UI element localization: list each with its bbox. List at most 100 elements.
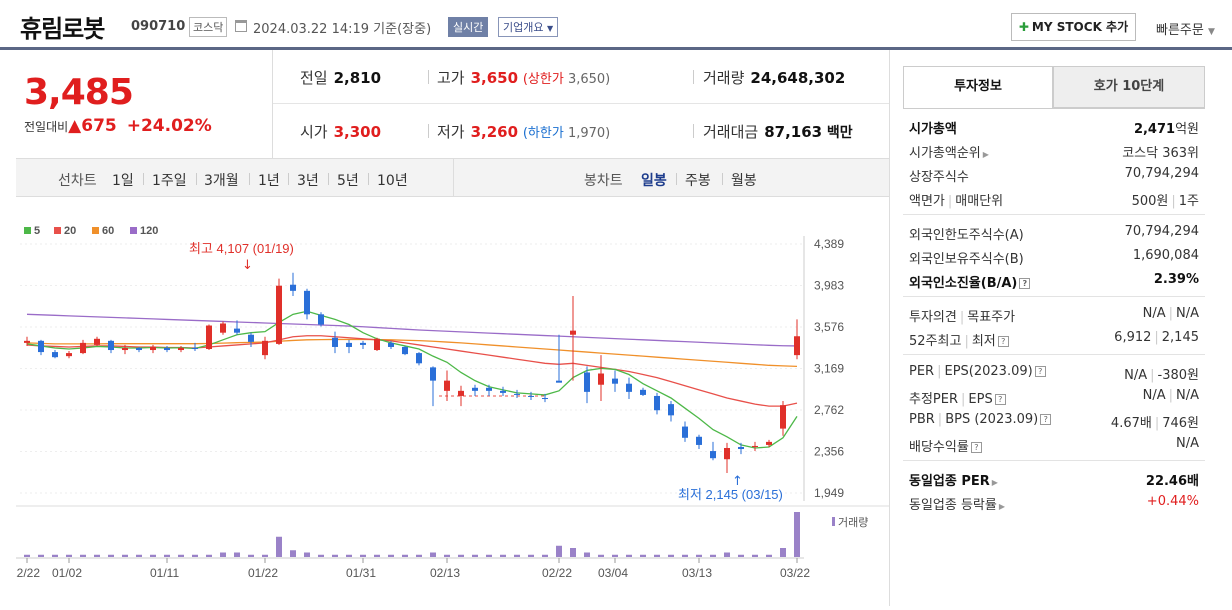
candle-body — [738, 446, 744, 450]
tab-hoga[interactable]: 호가 10단계 — [1053, 66, 1205, 108]
candle-body — [724, 447, 730, 460]
help-icon[interactable]: ? — [1034, 366, 1046, 377]
fast-order-button[interactable]: 빠른주문 ▼ — [1156, 23, 1215, 38]
candle-body — [52, 352, 58, 358]
ma-legend-swatch — [24, 227, 31, 234]
help-icon[interactable]: ? — [1019, 278, 1031, 289]
candle-body — [192, 347, 198, 350]
line-chart-label[interactable]: 선차트 — [58, 173, 97, 189]
candle-body — [24, 340, 30, 343]
tab-invest-info[interactable]: 투자정보 — [903, 66, 1053, 108]
info-row-sector-per[interactable]: 동일업종 PER ▶ 22.46배 — [909, 474, 1199, 489]
period-daily[interactable]: 일봉 — [641, 173, 667, 189]
period-1w[interactable]: 1주일 — [152, 173, 187, 189]
price-chart[interactable]: 4,389 3,983 3,576 3,169 2,762 2,356 1,949 5 20 60… — [10, 197, 889, 606]
candle-body — [360, 342, 366, 345]
period-weekly[interactable]: 주봉 — [685, 173, 711, 189]
help-icon[interactable]: ? — [997, 336, 1009, 347]
candle-body — [598, 373, 604, 385]
candle-body — [710, 451, 716, 459]
info-row-mcap-rank[interactable]: 시가총액순위 ▶ 코스닥 363위 — [909, 146, 1199, 161]
candlestick-chart[interactable]: 4,389 3,983 3,576 3,169 2,762 2,356 1,949 5 20 60… — [10, 197, 889, 606]
candle-body — [122, 347, 128, 351]
volume-bar — [108, 554, 114, 557]
info-row-par: 액면가 | 매매단위 500원 | 1주 — [909, 194, 1199, 209]
info-row-shares: 상장주식수 70,794,294 — [909, 166, 1199, 185]
price-box: 3,485 전일대비▲675 +24.02% — [16, 50, 273, 159]
volume-label: 거래량 — [838, 516, 868, 529]
volume-bar — [752, 554, 758, 557]
candle-chart-label[interactable]: 봉차트 — [584, 173, 623, 189]
realtime-badge[interactable]: 실시간 — [448, 17, 489, 37]
info-row-sector-change[interactable]: 동일업종 등락률 ▶ +0.44% — [909, 494, 1199, 513]
candle-body — [430, 367, 436, 381]
volume: 거래량 24,648,302 — [703, 69, 846, 87]
volume-bar — [584, 552, 590, 557]
candle-body — [332, 337, 338, 347]
volume-bar — [556, 545, 562, 557]
candle-body — [318, 314, 324, 325]
candle-body — [290, 284, 296, 291]
candle-body — [570, 330, 576, 335]
period-1y[interactable]: 1년 — [258, 173, 280, 189]
info-row-foreign-limit: 외국인한도주식수(A) 70,794,294 — [909, 224, 1199, 243]
help-icon[interactable]: ? — [994, 394, 1006, 405]
volume-bar — [640, 554, 646, 557]
candle-body — [696, 436, 702, 445]
period-3y[interactable]: 3년 — [297, 173, 319, 189]
candle-body — [276, 285, 282, 344]
volume-bar — [724, 552, 730, 557]
volume-bar — [248, 554, 254, 557]
info-row-per: PER | EPS(2023.09)? N/A | -380원 — [909, 364, 1199, 383]
y-tick-label: 3,576 — [814, 320, 844, 334]
volume-bar — [528, 554, 534, 557]
x-tick-label: 01/11 — [150, 566, 179, 580]
candle-body — [80, 342, 86, 354]
help-icon[interactable]: ? — [970, 442, 982, 453]
chart-toolbar: 선차트 1일 1주일 3개월 1년 3년 5년 10년 봉차트 일봉 주봉 월봉 — [16, 159, 889, 197]
volume-bar — [668, 554, 674, 557]
ma-legend-swatch — [130, 227, 137, 234]
candle-body — [486, 387, 492, 391]
chevron-down-icon: ▼ — [546, 24, 554, 33]
high-price: 고가 3,650 (상한가 3,650) — [437, 69, 611, 87]
info-row-pbr: PBR | BPS (2023.09)? 4.67배 | 746원 — [909, 412, 1199, 431]
volume-bar — [444, 554, 450, 557]
ma-legend-swatch — [54, 227, 61, 234]
volume-legend-swatch — [832, 517, 835, 526]
volume-bar — [94, 554, 100, 557]
volume-bar — [794, 512, 800, 557]
high-annotation: 최고 4,107 (01/19) — [189, 241, 294, 256]
period-3m[interactable]: 3개월 — [204, 173, 239, 189]
x-tick-label: 01/22 — [248, 566, 278, 580]
candle-body — [108, 340, 114, 351]
candle-body — [542, 397, 548, 400]
up-arrow-icon: ↑ — [732, 474, 743, 489]
volume-bar — [234, 552, 240, 557]
volume-bar — [80, 554, 86, 557]
x-tick-label: 01/31 — [346, 566, 376, 580]
candle-body — [248, 334, 254, 342]
chevron-right-icon: ▶ — [991, 478, 998, 487]
candle-body — [612, 378, 618, 384]
candle-body — [164, 347, 170, 351]
volume-bar — [276, 536, 282, 557]
info-row-foreign-hold: 외국인보유주식수(B) 1,690,084 — [909, 248, 1199, 267]
y-tick-label: 2,356 — [814, 445, 844, 459]
period-1d[interactable]: 1일 — [112, 173, 134, 189]
price-summary: 전일 2,810 고가 3,650 (상한가 3,650) 거래량 24,648,30… — [273, 50, 889, 159]
period-5y[interactable]: 5년 — [337, 173, 359, 189]
volume-bar — [472, 554, 478, 557]
volume-bar — [220, 552, 226, 557]
volume-bar — [402, 554, 408, 557]
candle-body — [584, 372, 590, 392]
volume-bar — [458, 554, 464, 557]
period-10y[interactable]: 10년 — [377, 173, 408, 189]
help-icon[interactable]: ? — [1040, 414, 1052, 425]
candle-body — [528, 395, 534, 397]
period-monthly[interactable]: 월봉 — [731, 173, 757, 189]
company-overview-dropdown[interactable]: 기업개요 ▼ — [498, 17, 559, 37]
volume-bar — [38, 554, 44, 557]
add-mystock-button[interactable]: ✚ MY STOCK 추가 — [1011, 13, 1136, 41]
investment-info-panel: 투자정보 호가 10단계 시가총액 2,471억원 시가총액순위 ▶ 코스닥 363위… — [889, 50, 1232, 606]
